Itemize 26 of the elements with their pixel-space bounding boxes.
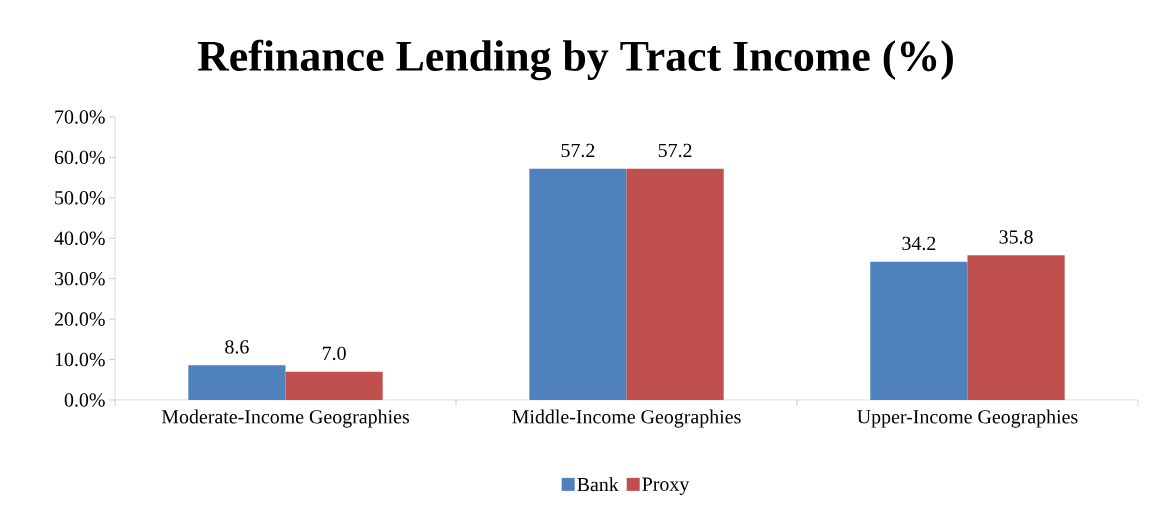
legend-label: Bank [577,477,619,492]
y-tick-label: 40.0% [54,231,105,246]
x-tick-label: Upper-Income Geographies [857,409,1078,428]
y-tick-label: 50.0% [55,191,105,205]
bar [967,255,1065,400]
y-tick-label: 70.0% [55,110,105,124]
data-label: 57.2 [658,143,692,158]
data-label: 57.2 [561,143,595,158]
bar [285,371,383,400]
data-label: 34.2 [902,236,936,251]
y-tick-label: 20.0% [54,312,105,326]
bar [870,261,968,400]
y-tick-label: 10.0% [55,352,105,367]
data-label: 8.6 [225,340,249,354]
data-label: 35.8 [999,230,1033,244]
data-label: 7.0 [322,346,346,361]
y-tick-label: 60.0% [54,150,105,165]
y-tick-label: 0.0% [64,393,105,407]
bar [529,168,627,400]
x-tick-label: Moderate-Income Geographies [161,409,409,428]
legend-label: Proxy [642,477,690,495]
x-tick-label: Middle-Income Geographies [512,409,741,428]
bar [188,365,286,400]
bar [626,168,724,400]
y-tick-label: 30.0% [54,271,105,286]
chart-title: Refinance Lending by Tract Income (%) [197,39,953,81]
